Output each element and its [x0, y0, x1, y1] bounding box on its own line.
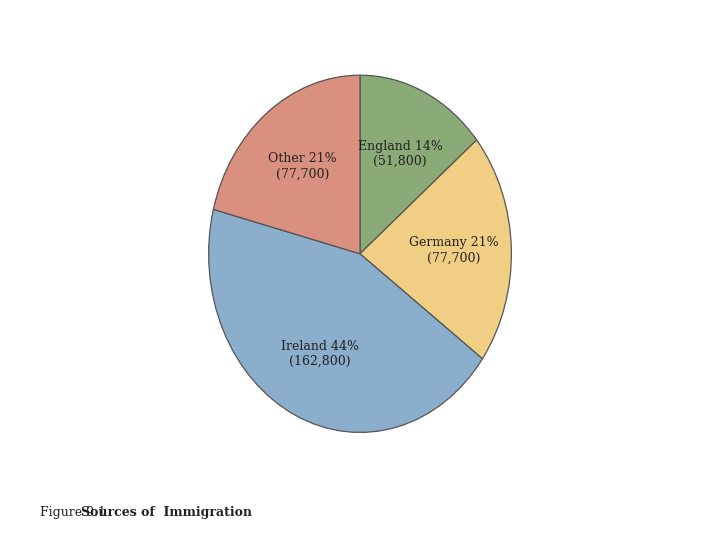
Text: Sources of  Immigration: Sources of Immigration	[81, 505, 253, 519]
Text: Germany 21%
(77,700): Germany 21% (77,700)	[409, 237, 499, 264]
Text: England 14%
(51,800): England 14% (51,800)	[358, 140, 442, 167]
Text: Ireland 44%
(162,800): Ireland 44% (162,800)	[281, 340, 359, 368]
Text: Figure 9.1: Figure 9.1	[40, 505, 109, 519]
Text: Other 21%
(77,700): Other 21% (77,700)	[268, 152, 337, 180]
Wedge shape	[213, 75, 360, 254]
Wedge shape	[209, 210, 482, 433]
Wedge shape	[360, 140, 511, 359]
Wedge shape	[360, 75, 477, 254]
